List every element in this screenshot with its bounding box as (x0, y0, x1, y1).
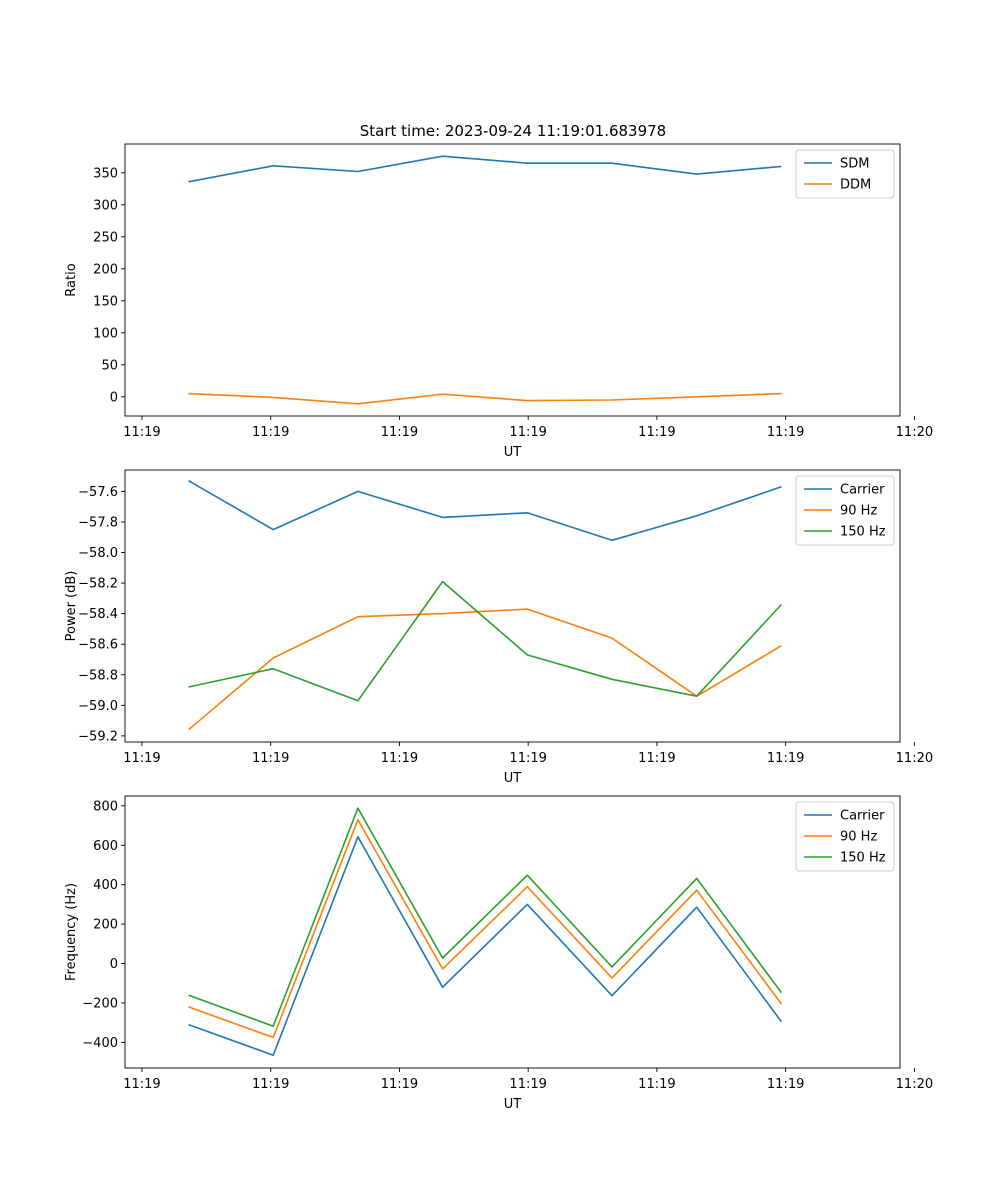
y-tick-label: 0 (110, 957, 118, 972)
x-tick-label: 11:20 (896, 1077, 933, 1092)
y-tick-label: −57.8 (78, 515, 118, 530)
x-axis-label: UT (504, 771, 522, 786)
x-tick-label: 11:19 (381, 1077, 418, 1092)
series-line-ddm (188, 392, 782, 405)
series-line-90-hz (188, 818, 783, 1039)
y-axis-label: Power (dB) (64, 571, 79, 642)
legend-label: 90 Hz (840, 830, 877, 845)
x-tick-label: 11:19 (123, 751, 160, 766)
x-axis-label: UT (504, 445, 522, 460)
y-tick-label: 350 (93, 166, 118, 181)
x-tick-label: 11:19 (767, 751, 804, 766)
x-tick-label: 11:19 (767, 1077, 804, 1092)
y-tick-label: 800 (93, 799, 118, 814)
legend-label: 150 Hz (840, 851, 886, 866)
x-tick-label: 11:19 (123, 1077, 160, 1092)
legend-frame (795, 149, 895, 199)
y-tick-label: −59.0 (78, 699, 118, 714)
y-tick-label: 200 (93, 918, 118, 933)
y-tick-label: −58.8 (78, 668, 118, 683)
y-axis-label: Frequency (Hz) (64, 883, 79, 981)
x-tick-label: 11:19 (638, 1077, 675, 1092)
legend-label: SDM (840, 157, 869, 172)
x-tick-label: 11:19 (638, 751, 675, 766)
figure-title: Start time: 2023-09-24 11:19:01.683978 (360, 122, 666, 140)
x-tick-label: 11:19 (638, 425, 675, 440)
legend-label: 90 Hz (840, 504, 877, 519)
x-tick-label: 11:19 (381, 425, 418, 440)
y-tick-label: 300 (93, 198, 118, 213)
y-tick-label: 0 (110, 390, 118, 405)
legend-label: Carrier (840, 809, 885, 824)
legend: Carrier 90 Hz 150 Hz (795, 801, 895, 872)
y-axis-label: Ratio (64, 263, 79, 296)
y-tick-label: −58.0 (78, 546, 118, 561)
y-tick-label: −58.4 (78, 607, 118, 622)
legend-frame (795, 475, 895, 546)
y-tick-label: 400 (93, 878, 118, 893)
axes-frame (124, 143, 901, 417)
y-tick-label: −200 (82, 996, 118, 1011)
legend-label: DDM (840, 178, 871, 193)
series-line-carrier (188, 835, 783, 1056)
series-line-150-hz (188, 807, 783, 1027)
subplot-frequency: 11:19 11:19 11:19 11:19 11:19 11:19 11:20 −400 −… (64, 795, 933, 1112)
subplot-ratio: 11:19 11:19 11:19 11:19 11:19 11:19 11:20 0 50 10… (64, 143, 933, 460)
y-tick-label: 150 (93, 294, 118, 309)
y-tick-label: 100 (93, 326, 118, 341)
legend-frame (795, 801, 895, 872)
x-tick-label: 11:20 (896, 751, 933, 766)
y-tick-label: −58.6 (78, 638, 118, 653)
y-tick-label: −59.2 (78, 729, 118, 744)
x-tick-label: 11:19 (252, 1077, 289, 1092)
y-tick-label: 50 (101, 358, 118, 373)
series-line-sdm (188, 155, 782, 183)
x-tick-label: 11:19 (767, 425, 804, 440)
series-line-150-hz (188, 580, 782, 702)
axes-frame (124, 795, 901, 1069)
legend-label: 150 Hz (840, 525, 886, 540)
x-tick-label: 11:20 (896, 425, 933, 440)
x-tick-label: 11:19 (252, 425, 289, 440)
x-tick-label: 11:19 (381, 751, 418, 766)
x-tick-label: 11:19 (509, 425, 546, 440)
y-tick-label: 600 (93, 839, 118, 854)
y-tick-label: 200 (93, 262, 118, 277)
legend: Carrier 90 Hz 150 Hz (795, 475, 895, 546)
subplot-power: 11:19 11:19 11:19 11:19 11:19 11:19 11:20 −59.2… (64, 469, 933, 786)
series-line-90-hz (187, 608, 782, 731)
x-axis-label: UT (504, 1097, 522, 1112)
y-tick-label: −57.6 (78, 485, 118, 500)
series-line-carrier (188, 480, 782, 542)
legend-label: Carrier (840, 483, 885, 498)
axes-frame (124, 469, 901, 743)
x-tick-label: 11:19 (123, 425, 160, 440)
y-tick-label: 250 (93, 230, 118, 245)
y-tick-label: −58.2 (78, 577, 118, 592)
x-tick-label: 11:19 (509, 751, 546, 766)
x-tick-label: 11:19 (252, 751, 289, 766)
legend: SDM DDM (795, 149, 895, 199)
x-tick-label: 11:19 (509, 1077, 546, 1092)
y-tick-label: −400 (82, 1036, 118, 1051)
